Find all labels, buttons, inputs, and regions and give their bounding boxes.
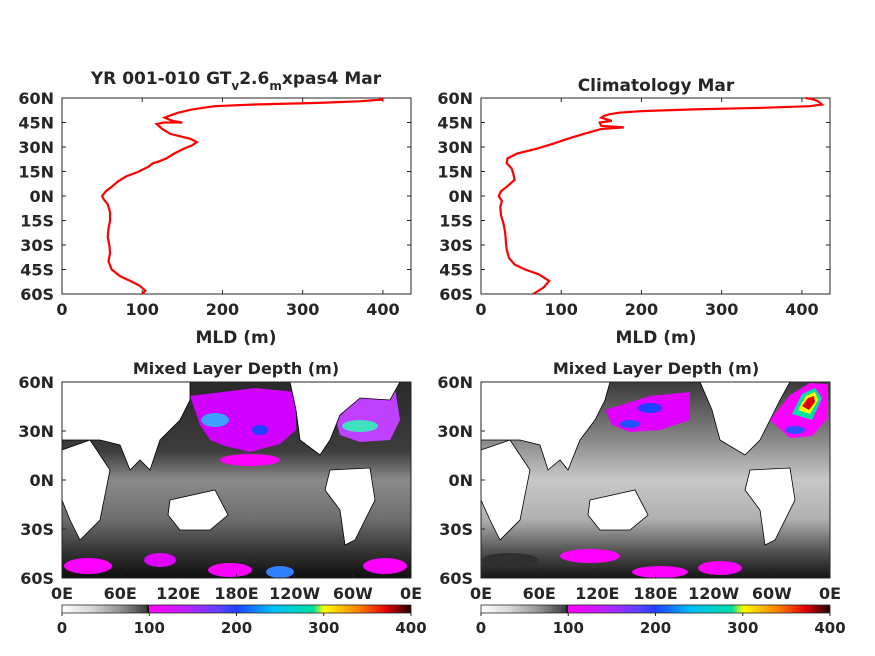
y-tick-label: 30S	[439, 520, 473, 539]
x-tick-label: 120W	[269, 584, 320, 603]
y-tick-label: 60S	[439, 569, 473, 588]
y-tick-label: 60N	[18, 89, 54, 108]
colorbar-tick-label: 0	[476, 619, 486, 637]
colorbar-tick-label: 300	[727, 619, 758, 637]
x-tick-label: 60E	[523, 584, 556, 603]
x-tick-label: 120E	[575, 584, 619, 603]
y-tick-label: 60N	[437, 373, 473, 392]
x-axis-label: MLD (m)	[195, 328, 276, 348]
colorbar-tick-label: 200	[640, 619, 671, 637]
x-tick-label: 0	[475, 300, 486, 319]
x-tick-label: 60E	[104, 584, 137, 603]
x-tick-label: 0E	[51, 584, 73, 603]
x-tick-label: 300	[286, 300, 319, 319]
y-tick-label: 0N	[448, 187, 473, 206]
y-tick-label: 15N	[437, 163, 473, 182]
chart-title: Mixed Layer Depth (m)	[133, 359, 339, 378]
y-tick-label: 15S	[439, 212, 473, 231]
colorbar	[480, 604, 831, 614]
y-tick-label: 30S	[439, 236, 473, 255]
map-axis-ticks: 0E 60E 120E 180E 120W 60W 0E 60N 30N 0N 30S 60S	[18, 373, 422, 603]
y-tick-label: 0N	[29, 471, 54, 490]
y-tick-label: 45S	[439, 261, 473, 280]
y-tick-label: 60N	[18, 373, 54, 392]
y-tick-label: 0N	[448, 471, 473, 490]
chart-title: YR 001-010 GTv2.6mxpas4 Mar	[90, 69, 382, 93]
x-tick-label: 0E	[819, 584, 841, 603]
colorbar-tick-label: 0	[57, 619, 67, 637]
x-tick-label: 100	[126, 300, 159, 319]
y-tick-label: 30N	[437, 138, 473, 157]
colorbar-tick-label: 100	[134, 619, 165, 637]
y-tick-label: 60S	[20, 285, 54, 304]
y-tick-label: 15S	[20, 212, 54, 231]
colorbar-tick-label: 100	[553, 619, 584, 637]
x-tick-label: 0E	[400, 584, 422, 603]
y-tick-label: 15N	[18, 163, 54, 182]
y-tick-label: 30S	[20, 520, 54, 539]
colorbar-tick-label: 300	[308, 619, 339, 637]
y-tick-label: 60S	[20, 569, 54, 588]
series-line	[497, 96, 825, 295]
x-tick-label: 400	[785, 300, 818, 319]
x-tick-label: 180E	[633, 584, 677, 603]
colorbar-tick-label: 400	[814, 619, 845, 637]
axis-ticks: 0 100 200 300 400 60N 45N 30N 15N 0N 15S 30S 45S 60S	[18, 89, 411, 319]
x-tick-label: 0	[56, 300, 67, 319]
x-tick-label: 120W	[688, 584, 739, 603]
chart-title: Climatology Mar	[578, 76, 735, 96]
axis-ticks: 0 100 200 300 400 60N 45N 30N 15N 0N 15S 30S 45S 60S	[437, 89, 830, 319]
x-tick-label: 200	[625, 300, 658, 319]
heatmap-field	[62, 382, 411, 578]
colorbar	[61, 604, 412, 614]
colorbar-ticks: 0 100 200 300 400	[57, 613, 427, 637]
x-tick-label: 180E	[214, 584, 258, 603]
x-tick-label: 60W	[333, 584, 373, 603]
mld-map-model: Mixed Layer Depth (m)	[18, 359, 426, 637]
profile-chart-model: YR 001-010 GTv2.6mxpas4 Mar 0 100 200 300 40…	[18, 69, 412, 348]
x-tick-label: 60W	[752, 584, 792, 603]
y-tick-label: 60S	[439, 285, 473, 304]
colorbar-tick-label: 400	[395, 619, 426, 637]
y-tick-label: 60N	[437, 89, 473, 108]
x-tick-label: 100	[545, 300, 578, 319]
map-axis-ticks: 0E 60E 120E 180E 120W 60W 0E 60N 30N 0N 30S 60S	[437, 373, 841, 603]
x-axis-label: MLD (m)	[615, 328, 696, 348]
x-tick-label: 200	[206, 300, 239, 319]
y-tick-label: 30N	[437, 422, 473, 441]
x-tick-label: 400	[366, 300, 399, 319]
heatmap-field	[481, 382, 830, 578]
plot-area	[480, 97, 831, 295]
y-tick-label: 0N	[29, 187, 54, 206]
mld-map-climatology: Mixed Layer Depth (m) 0E 60E 120E 180	[437, 359, 845, 637]
y-tick-label: 30S	[20, 236, 54, 255]
y-tick-label: 45N	[18, 114, 54, 133]
series-line	[100, 96, 384, 295]
x-tick-label: 300	[705, 300, 738, 319]
y-tick-label: 45S	[20, 261, 54, 280]
y-tick-label: 30N	[18, 138, 54, 157]
profile-chart-climatology: Climatology Mar 0 100 200 300 400 60N 45N 30N 15…	[437, 76, 831, 348]
colorbar-tick-label: 200	[221, 619, 252, 637]
x-tick-label: 120E	[156, 584, 200, 603]
y-tick-label: 45N	[437, 114, 473, 133]
plot-area	[61, 97, 412, 295]
chart-title: Mixed Layer Depth (m)	[553, 359, 759, 378]
colorbar-ticks: 0 100 200 300 400	[476, 613, 846, 637]
y-tick-label: 30N	[18, 422, 54, 441]
x-tick-label: 0E	[470, 584, 492, 603]
